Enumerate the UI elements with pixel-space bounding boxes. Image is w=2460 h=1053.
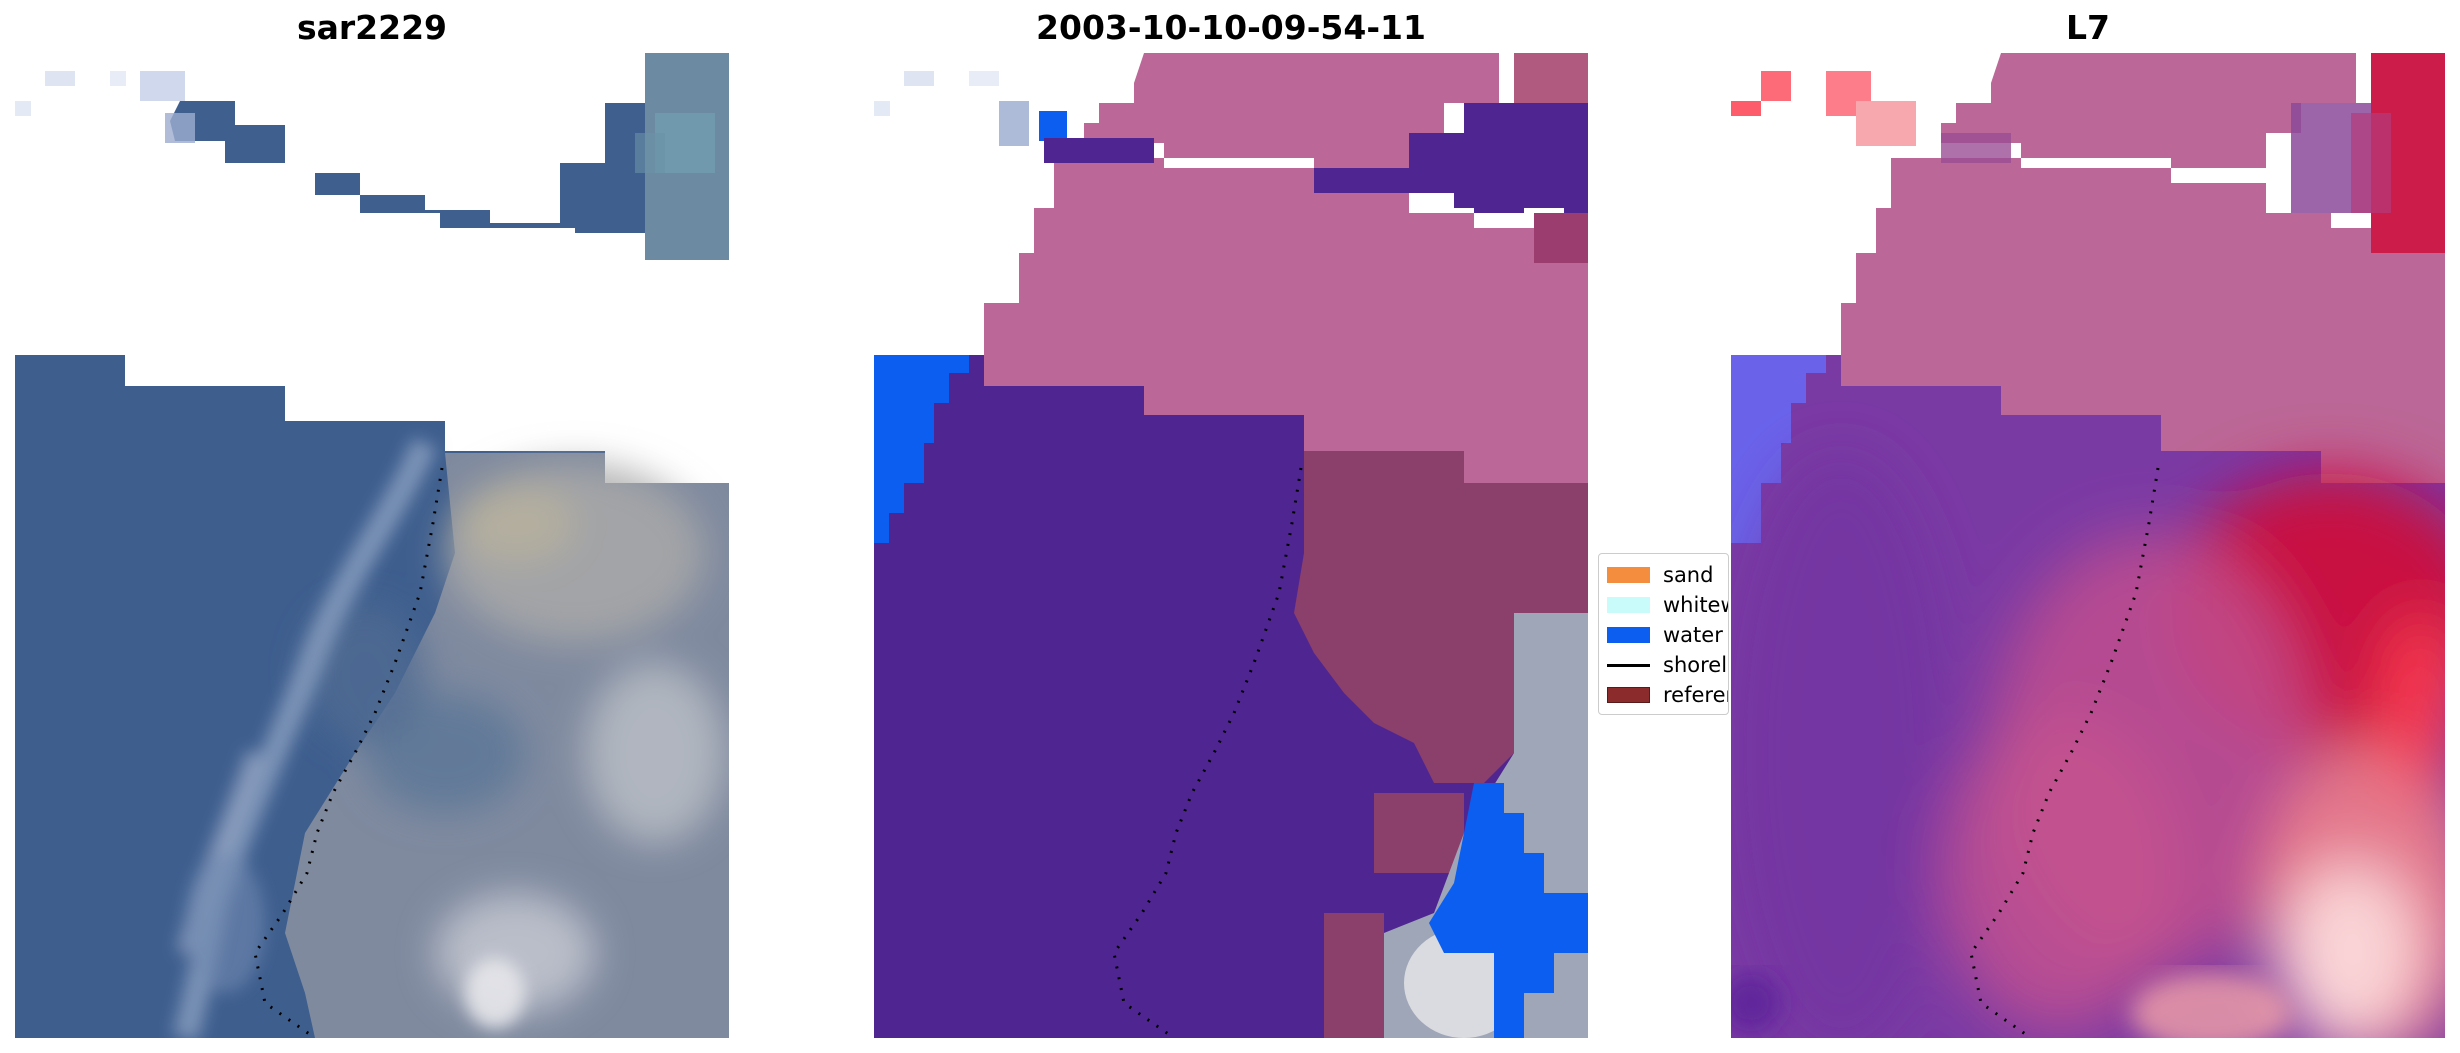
shoreline-line-icon [1607,664,1650,667]
legend-item-water: water [1599,620,1728,650]
reference-swatch-icon [1607,687,1650,703]
satellite-image [15,53,729,1038]
legend-item-reference: reference [1599,680,1728,710]
legend-label: sand [1663,563,1714,587]
probability-map-image [1731,53,2445,1038]
panel-title-right: L7 [2066,8,2110,47]
water-swatch-icon [1607,627,1650,643]
legend-label: shoreline [1663,653,1728,677]
legend-label: water [1663,623,1723,647]
whitewater-swatch-icon [1607,597,1650,613]
legend-label: reference [1663,683,1728,707]
classification-image [874,53,1588,1038]
legend-item-sand: sand [1599,560,1728,590]
panel-title-left: sar2229 [296,8,448,47]
panel-title-middle: 2003-10-10-09-54-11 [1036,8,1426,47]
sand-swatch-icon [1607,567,1650,583]
legend-item-shoreline: shoreline [1599,650,1728,680]
